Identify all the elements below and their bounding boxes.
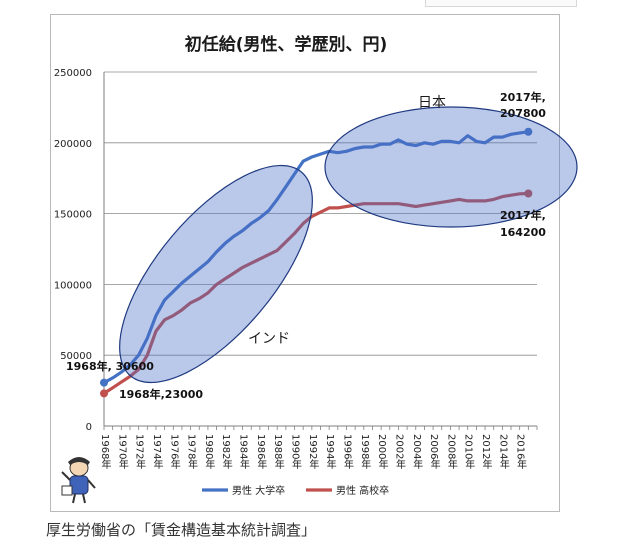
x-tick-label: 2016年 <box>515 434 527 470</box>
region-label-japan: 日本 <box>418 95 446 111</box>
y-tick-label: 200000 <box>54 139 92 150</box>
legend-label: 男性 高校卒 <box>336 484 389 497</box>
x-tick-label: 1988年 <box>272 434 284 470</box>
data-point-end <box>524 127 533 136</box>
x-tick-label: 1990年 <box>290 434 302 470</box>
annotation-start-koukou: 1968年,23000 <box>119 387 203 401</box>
region-label-india: インド <box>248 331 290 347</box>
y-tick-label: 250000 <box>54 68 92 79</box>
x-tick-label: 2010年 <box>463 434 475 470</box>
chart-title: 初任給(男性、学歴別、円) <box>185 34 388 55</box>
source-note: 厚生労働省の「賃金構造基本統計調査」 <box>46 521 317 539</box>
y-tick-label: 150000 <box>54 210 92 221</box>
x-tick-label: 2000年 <box>376 434 388 470</box>
series-line-daigaku <box>102 130 530 385</box>
x-tick-label: 1996年 <box>341 434 353 470</box>
annotation-end-daigaku-line1: 2017年, <box>500 90 546 104</box>
x-tick-label: 2014年 <box>497 434 509 470</box>
chart-frame <box>50 14 560 512</box>
y-tick-label: 50000 <box>60 351 92 362</box>
x-tick-label: 1986年 <box>255 434 267 470</box>
x-tick-label: 1982年 <box>220 434 232 470</box>
x-tick-label: 2002年 <box>393 434 405 470</box>
x-tick-label: 1984年 <box>238 434 250 470</box>
annotation-end-koukou-line2: 164200 <box>500 226 546 239</box>
x-tick-label: 2004年 <box>411 434 423 470</box>
annotation-start-daigaku: 1968年, 30600 <box>66 359 154 373</box>
x-tick-label: 1992年 <box>307 434 319 470</box>
top-strip-decoration <box>425 0 577 7</box>
india-ellipse <box>119 164 313 384</box>
x-tick-label: 1976年 <box>168 434 180 470</box>
x-tick-label: 1998年 <box>359 434 371 470</box>
x-tick-label: 1978年 <box>186 434 198 470</box>
x-tick-label: 1970年 <box>116 434 128 470</box>
y-tick-label: 100000 <box>54 280 92 291</box>
x-tick-label: 2008年 <box>445 434 457 470</box>
y-tick-label: 0 <box>86 422 92 433</box>
series-line-koukou <box>102 191 530 395</box>
annotation-end-koukou-line1: 2017年, <box>500 208 546 222</box>
x-tick-label: 1972年 <box>134 434 146 470</box>
x-tick-label: 1980年 <box>203 434 215 470</box>
legend-label: 男性 大学卒 <box>232 484 285 497</box>
data-point-start <box>100 378 108 387</box>
data-point-end <box>524 189 533 198</box>
x-tick-label: 1968年 <box>99 434 111 470</box>
x-tick-label: 2006年 <box>428 434 440 470</box>
annotation-end-daigaku-line2: 207800 <box>500 107 546 120</box>
japan-ellipse <box>324 106 578 228</box>
data-point-start <box>100 389 108 398</box>
x-tick-label: 1994年 <box>324 434 336 470</box>
x-tick-label: 1974年 <box>151 434 163 470</box>
x-tick-label: 2012年 <box>480 434 492 470</box>
mascot-illustration <box>61 457 96 504</box>
